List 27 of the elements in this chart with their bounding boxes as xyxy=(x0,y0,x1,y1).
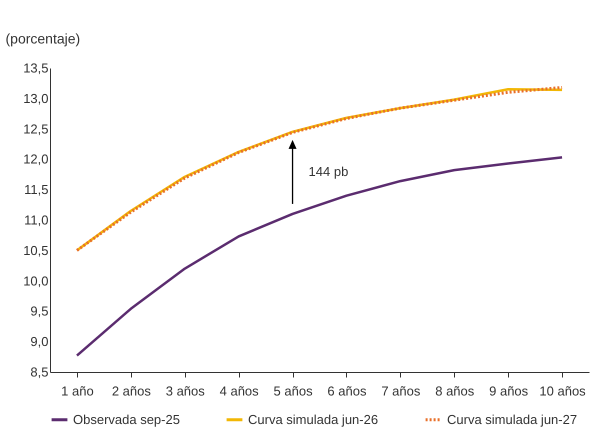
y-tick-label: 13,5 xyxy=(23,60,48,76)
y-tick-label: 12,0 xyxy=(23,152,48,167)
y-tick-label: 11,5 xyxy=(24,182,48,198)
legend-label: Observada sep-25 xyxy=(73,412,180,427)
x-tick-label: 3 años xyxy=(166,384,206,398)
y-axis-title: (porcentaje) xyxy=(6,30,80,46)
x-tick-label: 10 años xyxy=(539,384,586,398)
legend-label: Curva simulada jun-26 xyxy=(248,412,378,427)
y-tick-label: 10,5 xyxy=(23,242,48,258)
y-tick-label: 9,0 xyxy=(30,334,48,350)
legend-label: Curva simulada jun-27 xyxy=(447,412,578,427)
x-tick-label: 5 años xyxy=(274,384,314,398)
y-tick-label: 13,0 xyxy=(23,90,48,106)
x-tick-label: 9 años xyxy=(489,384,529,398)
x-tick-label: 6 años xyxy=(327,384,367,398)
annotation: 144 pb xyxy=(308,164,348,179)
x-tick-label: 1 año xyxy=(61,384,94,398)
y-tick-label: 9,5 xyxy=(30,304,48,319)
y-tick-label: 12,5 xyxy=(23,121,48,136)
x-tick-label: 8 años xyxy=(435,384,475,398)
x-tick-label: 7 años xyxy=(381,384,421,398)
y-tick-label: 8,5 xyxy=(30,364,48,380)
x-tick-label: 2 años xyxy=(112,384,152,398)
line-series xyxy=(76,156,564,357)
y-tick-label: 11,0 xyxy=(24,212,48,228)
y-tick-label: 10,0 xyxy=(23,273,48,288)
x-tick-label: 4 años xyxy=(220,384,260,398)
